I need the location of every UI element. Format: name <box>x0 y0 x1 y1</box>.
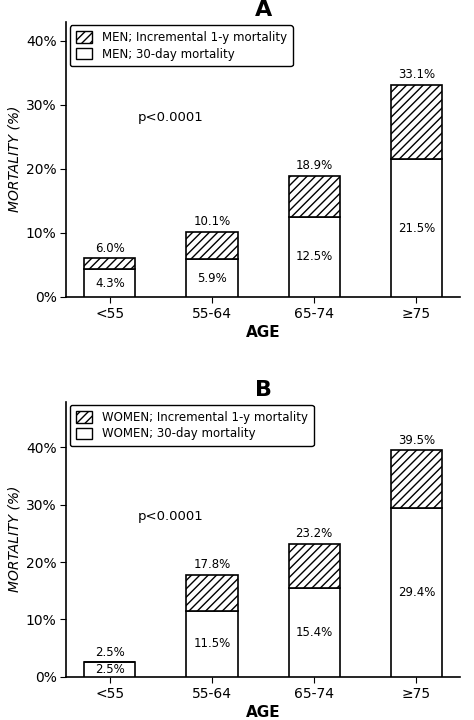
Y-axis label: MORTALITY (%): MORTALITY (%) <box>8 106 22 212</box>
Text: p<0.0001: p<0.0001 <box>137 111 203 124</box>
Title: A: A <box>255 0 272 20</box>
X-axis label: AGE: AGE <box>246 705 281 720</box>
X-axis label: AGE: AGE <box>246 325 281 340</box>
Text: 12.5%: 12.5% <box>295 251 333 264</box>
Text: 29.4%: 29.4% <box>398 586 435 599</box>
Text: 33.1%: 33.1% <box>398 68 435 81</box>
Legend: WOMEN; Incremental 1-y mortality, WOMEN; 30-day mortality: WOMEN; Incremental 1-y mortality, WOMEN;… <box>70 405 314 446</box>
Bar <box>186 233 237 259</box>
Text: 17.8%: 17.8% <box>193 558 231 571</box>
Bar <box>289 217 340 297</box>
Text: 21.5%: 21.5% <box>398 222 435 235</box>
Text: 5.9%: 5.9% <box>197 271 227 284</box>
Bar <box>186 259 237 297</box>
Text: 39.5%: 39.5% <box>398 434 435 447</box>
Y-axis label: MORTALITY (%): MORTALITY (%) <box>8 486 22 593</box>
Text: 11.5%: 11.5% <box>193 637 231 650</box>
Bar <box>84 662 136 677</box>
Bar <box>391 159 442 297</box>
Bar <box>391 508 442 677</box>
Bar <box>289 588 340 677</box>
Text: 6.0%: 6.0% <box>95 242 125 255</box>
Text: 23.2%: 23.2% <box>295 527 333 540</box>
Bar <box>84 258 136 269</box>
Bar <box>84 269 136 297</box>
Text: 18.9%: 18.9% <box>295 159 333 172</box>
Bar <box>289 176 340 217</box>
Title: B: B <box>255 380 272 400</box>
Text: 2.5%: 2.5% <box>95 646 125 659</box>
Bar <box>186 611 237 677</box>
Bar <box>391 85 442 159</box>
Bar <box>186 575 237 611</box>
Bar <box>391 450 442 508</box>
Text: 15.4%: 15.4% <box>295 626 333 639</box>
Text: p<0.0001: p<0.0001 <box>137 510 203 523</box>
Text: 10.1%: 10.1% <box>193 215 231 228</box>
Text: 2.5%: 2.5% <box>95 663 125 676</box>
Legend: MEN; Incremental 1-y mortality, MEN; 30-day mortality: MEN; Incremental 1-y mortality, MEN; 30-… <box>70 25 293 66</box>
Text: 4.3%: 4.3% <box>95 276 125 289</box>
Bar <box>289 544 340 588</box>
